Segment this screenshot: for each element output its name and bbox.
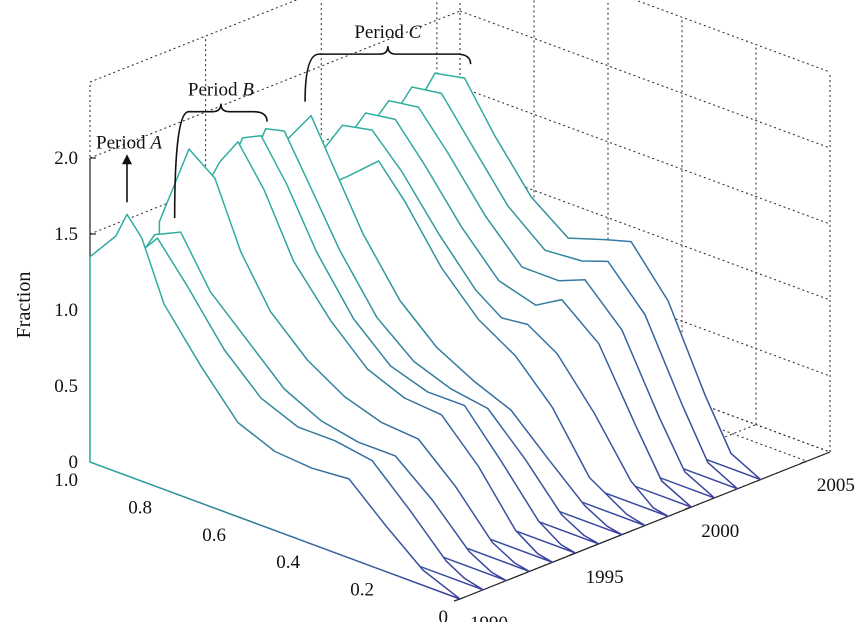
annotation-period-b: Period B	[188, 80, 254, 101]
y-tick-label: 1.0	[54, 300, 78, 321]
annotations: Period A Period B Period C	[96, 22, 472, 219]
x-tick-label: 0.6	[202, 525, 226, 546]
series-curve-1992	[135, 231, 508, 582]
grid-side-horizontal	[634, 0, 831, 73]
grid-back-horizontal	[89, 0, 298, 83]
z-tick-label: 1990	[470, 613, 508, 622]
grid-side-horizontal	[459, 86, 831, 225]
z-tick-label: 2000	[701, 521, 739, 542]
y-tick-label: 1.5	[54, 224, 78, 245]
x-tick-label: 0.2	[350, 580, 374, 601]
annotation-period-c: Period C	[354, 22, 421, 43]
period-a-arrow-head	[122, 154, 132, 165]
z-tick-mark	[800, 460, 808, 464]
annotation-bracket-b	[173, 103, 268, 219]
annotation-bracket-c	[304, 46, 472, 102]
x-tick-label: 0	[439, 607, 449, 622]
z-tick-label: 1995	[586, 567, 624, 588]
grid-side-horizontal	[459, 10, 831, 149]
z-tick-label: 2005	[817, 475, 855, 496]
annotation-period-a: Period A	[96, 132, 162, 153]
y-axis-label: Fraction	[13, 272, 35, 339]
x-tick-label: 1.0	[54, 470, 78, 491]
grid-back-horizontal	[89, 10, 461, 159]
y-tick-label: 0	[69, 452, 79, 473]
series-curves	[89, 72, 762, 600]
x-tick-mark	[459, 596, 466, 600]
series-curve-1990	[89, 213, 461, 600]
tick-labels: 0 0.5 1.0 1.5 2.0 1.0 0.8 0.6 0.4 0.2 0 1990 1995 200…	[54, 148, 855, 622]
y-tick-label: 2.0	[54, 148, 78, 169]
y-tick-label: 0.5	[54, 376, 78, 397]
x-tick-label: 0.4	[276, 552, 300, 573]
x-tick-label: 0.8	[128, 497, 152, 518]
